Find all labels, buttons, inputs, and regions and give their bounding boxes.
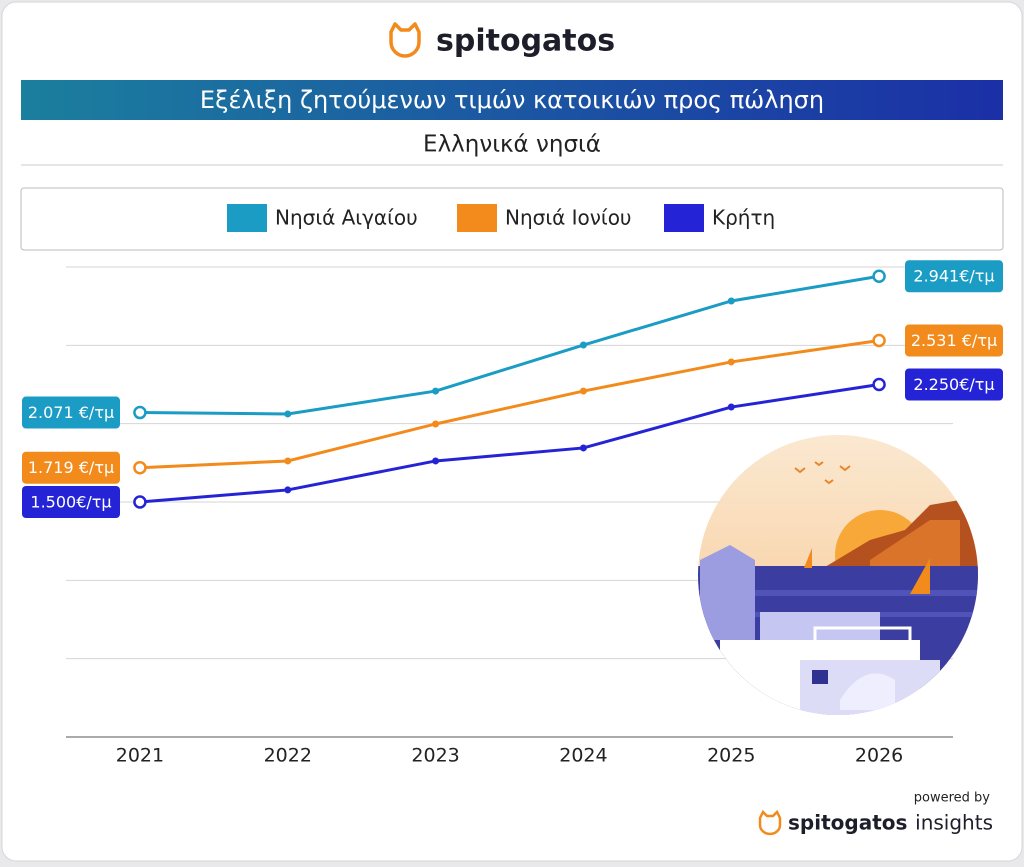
legend-label: Νησιά Ιονίου xyxy=(505,206,632,230)
x-tick-label: 2026 xyxy=(855,745,903,767)
value-label-box xyxy=(905,368,1003,401)
value-label: 2.941€/τμ xyxy=(913,267,994,286)
value-label: 2.250€/τμ xyxy=(913,375,994,394)
data-point xyxy=(872,377,886,392)
data-point xyxy=(727,403,735,411)
series-line xyxy=(139,383,880,504)
illustration xyxy=(698,435,978,715)
value-label: 2.071 €/τμ xyxy=(28,403,114,422)
legend-label: Νησιά Αιγαίου xyxy=(275,206,418,230)
x-tick-label: 2025 xyxy=(707,745,755,767)
x-tick-label: 2022 xyxy=(264,745,312,767)
x-tick-label: 2021 xyxy=(116,745,164,767)
data-point xyxy=(432,420,440,428)
value-label: 1.719 €/τμ xyxy=(28,458,114,477)
footer-logo xyxy=(758,809,782,836)
legend xyxy=(20,187,1004,251)
x-tick-label: 2024 xyxy=(559,745,607,767)
brand: spitogatos xyxy=(436,24,615,59)
data-point xyxy=(579,444,587,452)
x-tick-label: 2023 xyxy=(411,745,459,767)
chart-title: Εξέλιξη ζητούμενων τιμών κατοικιών προς … xyxy=(200,86,824,114)
data-point xyxy=(284,457,292,465)
chart-subtitle: Ελληνικά νησιά xyxy=(423,132,601,158)
data-point xyxy=(133,495,147,509)
value-label-box xyxy=(22,396,120,429)
powered-by: powered by xyxy=(914,791,991,806)
series-line xyxy=(139,338,880,470)
value-label-box xyxy=(22,486,120,518)
data-point xyxy=(432,387,440,395)
data-point xyxy=(432,457,440,465)
data-point xyxy=(133,460,147,475)
footer-brand: spitogatos xyxy=(788,811,907,835)
data-point xyxy=(579,341,587,349)
value-label: 2.531 €/τμ xyxy=(911,331,997,350)
title-banner xyxy=(21,80,1003,120)
series-line xyxy=(139,274,880,416)
value-label: 1.500€/τμ xyxy=(30,493,111,512)
data-point xyxy=(133,405,147,420)
data-point xyxy=(727,297,735,305)
legend-label: Κρήτη xyxy=(712,206,775,230)
data-point xyxy=(579,387,587,395)
legend-swatch xyxy=(664,204,704,232)
legend-swatch xyxy=(457,204,497,232)
legend-swatch xyxy=(227,204,267,232)
data-point xyxy=(284,486,292,494)
value-label-box xyxy=(905,260,1003,293)
data-point xyxy=(727,358,735,366)
data-point xyxy=(284,410,292,418)
data-point xyxy=(872,333,886,348)
value-label-box xyxy=(905,324,1003,357)
data-point xyxy=(872,269,886,283)
value-label-box xyxy=(22,451,120,484)
footer-product: insights xyxy=(915,811,993,835)
logo: spitogatos xyxy=(389,22,615,59)
